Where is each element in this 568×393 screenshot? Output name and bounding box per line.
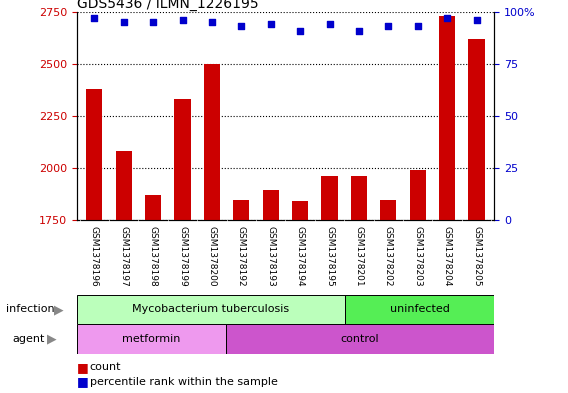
Text: GSM1378194: GSM1378194 — [295, 226, 304, 286]
Bar — [77, 295, 345, 324]
Text: GSM1378193: GSM1378193 — [266, 226, 275, 287]
Bar — [145, 195, 161, 220]
Point — [442, 15, 452, 21]
Point — [384, 23, 393, 29]
Bar — [77, 324, 226, 354]
Text: ▶: ▶ — [54, 303, 64, 316]
Text: percentile rank within the sample: percentile rank within the sample — [90, 377, 278, 387]
Text: GSM1378201: GSM1378201 — [354, 226, 364, 286]
Bar — [351, 176, 367, 220]
Text: GSM1378205: GSM1378205 — [472, 226, 481, 286]
Text: control: control — [341, 334, 379, 344]
Bar — [226, 324, 494, 354]
Text: count: count — [90, 362, 121, 373]
Text: GSM1378195: GSM1378195 — [325, 226, 334, 287]
Text: GSM1378202: GSM1378202 — [384, 226, 393, 286]
Point — [178, 17, 187, 23]
Bar — [86, 89, 102, 220]
Bar — [292, 201, 308, 220]
Text: ▶: ▶ — [47, 332, 57, 345]
Text: GSM1378200: GSM1378200 — [207, 226, 216, 286]
Text: infection: infection — [6, 305, 55, 314]
Bar — [410, 170, 426, 220]
Bar — [116, 151, 132, 220]
Text: GSM1378198: GSM1378198 — [149, 226, 158, 287]
Bar — [233, 200, 249, 220]
Text: GSM1378199: GSM1378199 — [178, 226, 187, 287]
Text: ■: ■ — [77, 361, 89, 374]
Text: Mycobacterium tuberculosis: Mycobacterium tuberculosis — [132, 305, 290, 314]
Text: ■: ■ — [77, 375, 89, 389]
Bar — [262, 190, 279, 220]
Point — [266, 21, 275, 28]
Text: GSM1378196: GSM1378196 — [90, 226, 99, 287]
Text: GSM1378197: GSM1378197 — [119, 226, 128, 287]
Bar — [321, 176, 337, 220]
Point — [413, 23, 422, 29]
Point — [325, 21, 334, 28]
Point — [237, 23, 246, 29]
Text: GSM1378192: GSM1378192 — [237, 226, 246, 286]
Bar — [439, 16, 455, 220]
Bar — [469, 39, 485, 220]
Point — [295, 28, 304, 34]
Text: metformin: metformin — [122, 334, 181, 344]
Text: GDS5436 / ILMN_1226195: GDS5436 / ILMN_1226195 — [77, 0, 258, 11]
Text: GSM1378203: GSM1378203 — [414, 226, 422, 286]
Point — [119, 19, 128, 26]
Point — [354, 28, 364, 34]
Point — [149, 19, 158, 26]
Bar — [204, 64, 220, 220]
Point — [90, 15, 99, 21]
Bar — [380, 200, 396, 220]
Point — [207, 19, 216, 26]
Text: agent: agent — [12, 334, 45, 344]
Text: GSM1378204: GSM1378204 — [442, 226, 452, 286]
Bar — [345, 295, 494, 324]
Text: uninfected: uninfected — [390, 305, 449, 314]
Bar — [174, 99, 191, 220]
Point — [472, 17, 481, 23]
